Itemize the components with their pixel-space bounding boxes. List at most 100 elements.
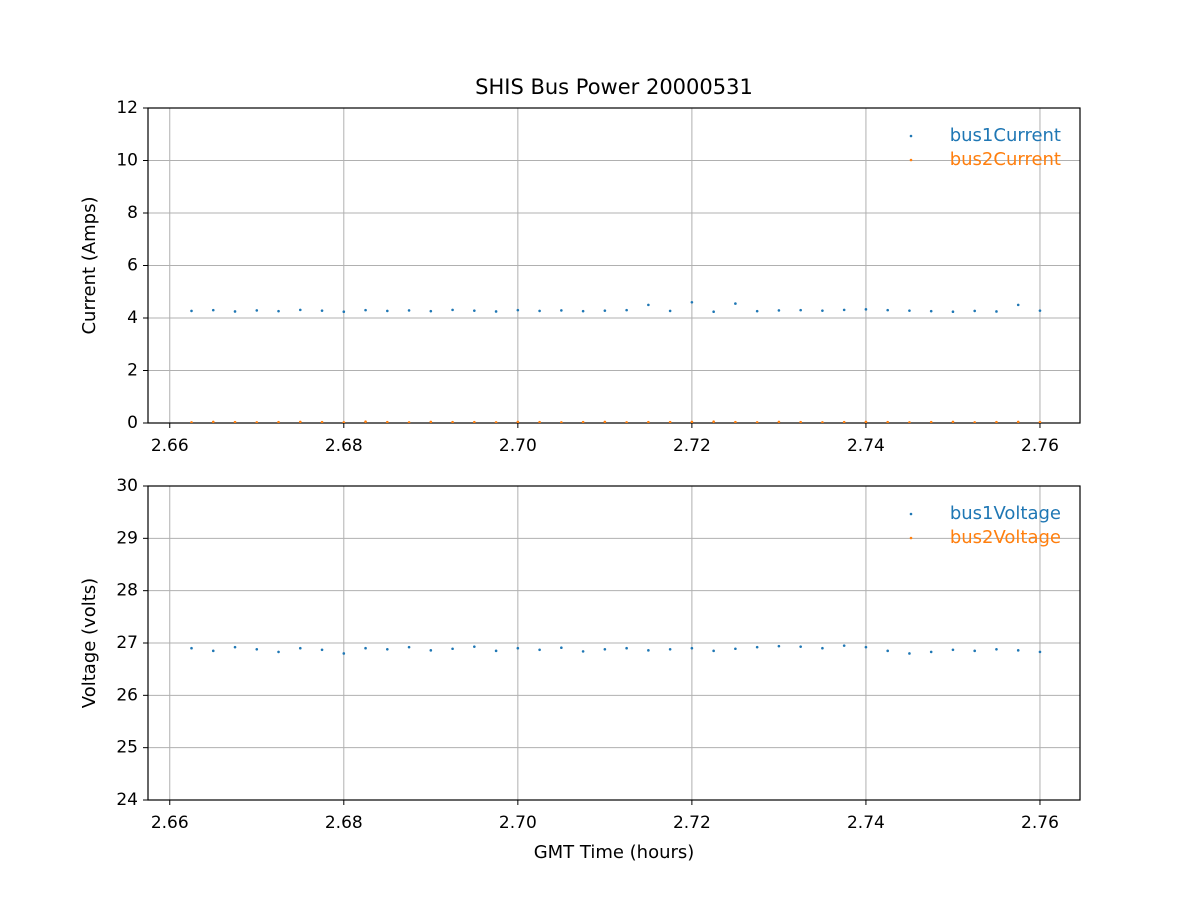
point: [233, 645, 237, 649]
point: [886, 420, 889, 423]
point: [211, 308, 215, 312]
x-tick-label: 2.70: [499, 436, 537, 456]
y-axis-label: Voltage (volts): [79, 578, 100, 708]
point: [799, 645, 802, 648]
y-tick-label: 26: [116, 685, 138, 705]
y-tick-label: 28: [116, 581, 138, 601]
point: [734, 420, 737, 423]
point: [581, 420, 585, 423]
y-tick-label: 0: [127, 413, 138, 433]
legend-label: bus1Current: [950, 125, 1061, 146]
point: [625, 308, 628, 312]
point: [690, 300, 694, 304]
point: [908, 421, 911, 423]
point: [995, 420, 998, 423]
point: [277, 309, 280, 313]
y-tick-label: 27: [116, 633, 138, 653]
points: [190, 644, 1042, 655]
x-tick-label: 2.68: [325, 813, 363, 833]
point: [929, 650, 933, 654]
x-tick-label: 2.72: [673, 813, 711, 833]
point: [777, 309, 781, 312]
point: [255, 309, 259, 312]
point: [298, 308, 302, 312]
point: [799, 308, 802, 312]
point: [342, 310, 346, 314]
point: [603, 647, 607, 651]
point: [516, 420, 520, 423]
point: [734, 647, 737, 651]
legend-marker: [909, 134, 913, 138]
point: [908, 652, 911, 655]
point: [581, 650, 585, 653]
y-tick-label: 30: [116, 476, 138, 496]
point: [647, 420, 650, 423]
point: [1016, 420, 1020, 423]
point: [973, 649, 977, 653]
x-tick-label: 2.74: [847, 813, 885, 833]
points: [190, 300, 1042, 423]
x-tick-label: 2.70: [499, 813, 537, 833]
point: [842, 420, 846, 423]
point: [951, 648, 955, 652]
point: [777, 644, 781, 648]
point: [864, 308, 868, 311]
point: [451, 308, 454, 312]
point: [255, 421, 259, 423]
point: [494, 421, 498, 423]
point: [821, 421, 824, 423]
point: [647, 303, 650, 307]
point: [386, 309, 389, 313]
point: [755, 645, 759, 649]
y-tick-label: 4: [127, 308, 138, 328]
point: [364, 308, 367, 312]
y-tick-label: 6: [127, 256, 138, 276]
point: [560, 309, 563, 312]
point: [929, 309, 933, 313]
point: [603, 420, 607, 423]
point: [1038, 309, 1042, 312]
point: [516, 646, 520, 650]
point: [407, 645, 411, 649]
point: [821, 646, 824, 650]
point: [973, 421, 977, 423]
point: [1038, 650, 1042, 654]
point: [211, 649, 215, 653]
point: [603, 309, 607, 312]
point: [712, 310, 715, 314]
y-tick-label: 12: [116, 98, 138, 118]
y-tick-label: 8: [127, 203, 138, 223]
point: [386, 647, 389, 651]
legend-marker: [909, 158, 913, 162]
point: [842, 308, 846, 312]
y-tick-label: 24: [116, 790, 138, 810]
point: [842, 644, 846, 647]
point: [233, 310, 237, 313]
x-tick-label: 2.72: [673, 436, 711, 456]
point: [429, 649, 433, 652]
x-tick-label: 2.74: [847, 436, 885, 456]
point: [908, 309, 911, 312]
point: [625, 421, 628, 423]
point: [190, 421, 193, 423]
point: [320, 420, 324, 423]
point: [1016, 303, 1020, 307]
point: [429, 420, 433, 423]
point: [277, 420, 280, 423]
x-tick-label: 2.68: [325, 436, 363, 456]
point: [995, 647, 998, 651]
point: [647, 649, 650, 652]
point: [298, 420, 302, 423]
point: [494, 649, 498, 653]
point: [755, 421, 759, 423]
point: [690, 420, 694, 423]
legend-marker: [909, 536, 913, 540]
legend-marker: [909, 512, 913, 516]
point: [1016, 649, 1020, 652]
axes: 2.66 2.68 2.70 2.72 2.74 2.76 24 25 26 27 28 29 30: [116, 476, 1081, 833]
point: [233, 420, 237, 423]
point: [364, 420, 367, 423]
point: [190, 646, 193, 650]
x-axis-label: GMT Time (hours): [534, 842, 695, 863]
